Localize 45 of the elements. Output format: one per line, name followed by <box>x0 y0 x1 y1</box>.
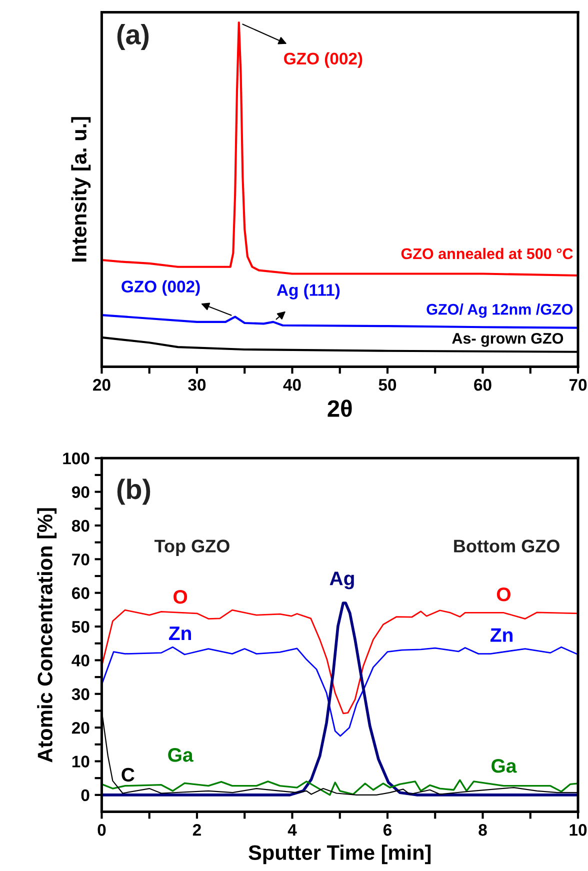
annotation: O <box>496 588 510 602</box>
x-tick-label: 70 <box>569 378 587 391</box>
annotation: Ga <box>492 759 517 773</box>
series-label: GZO annealed at 500 °C <box>401 248 573 260</box>
x-axis-title: Sputter Time [min] <box>248 844 431 864</box>
series-label: O <box>174 590 188 604</box>
x-tick-label: 8 <box>478 824 487 836</box>
y-tick-label: 10 <box>72 756 90 768</box>
y-tick-label: 30 <box>72 688 90 700</box>
y-tick-label: 40 <box>72 654 90 666</box>
annotation: (b) <box>117 478 150 505</box>
y-tick-label: 50 <box>72 620 90 633</box>
series-label: As- grown GZO <box>452 332 564 347</box>
series-label: Ga <box>168 748 194 762</box>
x-axis-title: 2θ <box>328 400 352 417</box>
series-label: Zn <box>169 626 191 640</box>
annotation: GZO (002) <box>122 280 200 296</box>
y-tick-label: 70 <box>72 554 90 566</box>
y-axis-title: Atomic Concentration [%] <box>37 508 57 762</box>
x-tick-label: 6 <box>383 824 392 836</box>
x-tick-label: 2 <box>192 824 201 836</box>
y-axis-title: Intensity [a. u.] <box>71 117 91 262</box>
y-tick-label: 80 <box>72 520 90 532</box>
x-tick-label: 30 <box>188 378 206 391</box>
x-tick-label: 4 <box>288 824 297 836</box>
annotation: Top GZO <box>154 540 230 556</box>
x-tick-label: 40 <box>283 378 301 391</box>
y-tick-label: 20 <box>72 722 90 734</box>
annotation: GZO (002) <box>284 52 362 68</box>
y-tick-label: 90 <box>72 486 90 498</box>
x-tick-label: 0 <box>98 824 106 836</box>
x-tick-label: 20 <box>93 378 110 391</box>
y-tick-label: 60 <box>72 587 90 600</box>
annotation: Zn <box>490 628 512 642</box>
series-label: GZO/ Ag 12nm /GZO <box>426 304 573 318</box>
y-tick-label: 0 <box>81 789 90 802</box>
series-label: C <box>122 768 134 782</box>
annotation: Bottom GZO <box>454 540 560 552</box>
annotation: (a) <box>117 24 149 50</box>
annotation: Ag (111) <box>276 284 340 300</box>
y-tick-label: 100 <box>63 452 90 464</box>
series-label: Ag <box>330 572 354 590</box>
x-tick-label: 10 <box>570 824 587 836</box>
x-tick-label: 60 <box>474 378 492 391</box>
x-tick-label: 50 <box>378 378 396 391</box>
